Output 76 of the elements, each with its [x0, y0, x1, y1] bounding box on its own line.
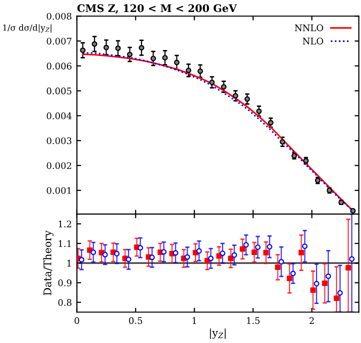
point: [278, 258, 284, 264]
point: [90, 250, 96, 256]
point: [290, 270, 296, 276]
y-tick-label: 0.003: [46, 137, 72, 144]
point: [346, 265, 352, 271]
y-axis-title: 1/σ dσ/d|y$_{Z}$|: [3, 24, 52, 33]
point: [326, 273, 332, 279]
y-tick-label: 0.8: [58, 299, 72, 306]
point: [256, 108, 262, 114]
point: [102, 252, 108, 258]
point: [220, 250, 226, 256]
legend-label: NNLO: [294, 24, 324, 32]
y-tick-label: 0.9: [58, 279, 72, 286]
point: [334, 295, 340, 301]
point: [174, 60, 180, 66]
point: [197, 68, 203, 74]
point: [220, 84, 226, 90]
chart-title: CMS Z, 120 < M < 200 GeV: [77, 4, 237, 14]
point: [349, 256, 355, 262]
y-axis-title: Data/Theory: [43, 230, 54, 296]
point: [172, 250, 178, 256]
point: [255, 244, 261, 250]
y-tick-label: 0.006: [46, 62, 72, 70]
y-tick-label: 1.1: [58, 240, 71, 248]
point: [208, 256, 214, 262]
point: [232, 93, 238, 99]
point: [302, 243, 308, 249]
point: [298, 250, 304, 256]
point: [310, 287, 316, 293]
x-axis-title: |y$_{Z}$|: [210, 328, 226, 339]
point: [149, 254, 155, 260]
point: [92, 41, 98, 47]
point: [240, 246, 246, 252]
point: [268, 120, 274, 126]
point: [186, 68, 192, 74]
point: [275, 264, 281, 270]
y-tick-label: 0.008: [46, 12, 72, 20]
point: [184, 254, 190, 260]
point: [126, 256, 132, 262]
x-tick-label: 0.5: [129, 317, 142, 324]
point: [266, 244, 272, 250]
point: [232, 252, 238, 258]
point: [78, 256, 84, 262]
point: [228, 256, 234, 262]
x-tick-label: 2: [310, 317, 314, 324]
y-tick-label: 0.001: [46, 187, 71, 194]
point: [138, 245, 144, 251]
x-tick-label: 1: [192, 317, 196, 324]
point: [115, 45, 121, 51]
point: [162, 54, 168, 60]
point: [209, 80, 215, 86]
legend-label: NLO: [302, 38, 324, 44]
y-tick-label: 0.004: [46, 112, 72, 120]
y-tick-label: 0.005: [46, 88, 72, 94]
point: [127, 52, 133, 58]
point: [196, 248, 202, 254]
point: [252, 250, 258, 256]
point: [243, 242, 249, 248]
point: [244, 96, 250, 102]
point: [138, 44, 144, 50]
point: [150, 56, 156, 62]
point: [161, 249, 167, 255]
x-tick-label: 0: [74, 317, 80, 324]
y-tick-label: 0.002: [46, 162, 72, 170]
point: [263, 250, 269, 256]
point: [104, 44, 110, 50]
point: [286, 276, 292, 282]
point: [337, 290, 343, 296]
y-tick-label: 1: [67, 260, 71, 267]
point: [114, 250, 120, 256]
point: [322, 280, 328, 286]
y-tick-label: 1.2: [58, 220, 72, 228]
x-tick-label: 1.5: [247, 317, 260, 324]
point: [314, 280, 320, 286]
point: [80, 47, 86, 53]
y-tick-label: 0.007: [46, 38, 72, 45]
